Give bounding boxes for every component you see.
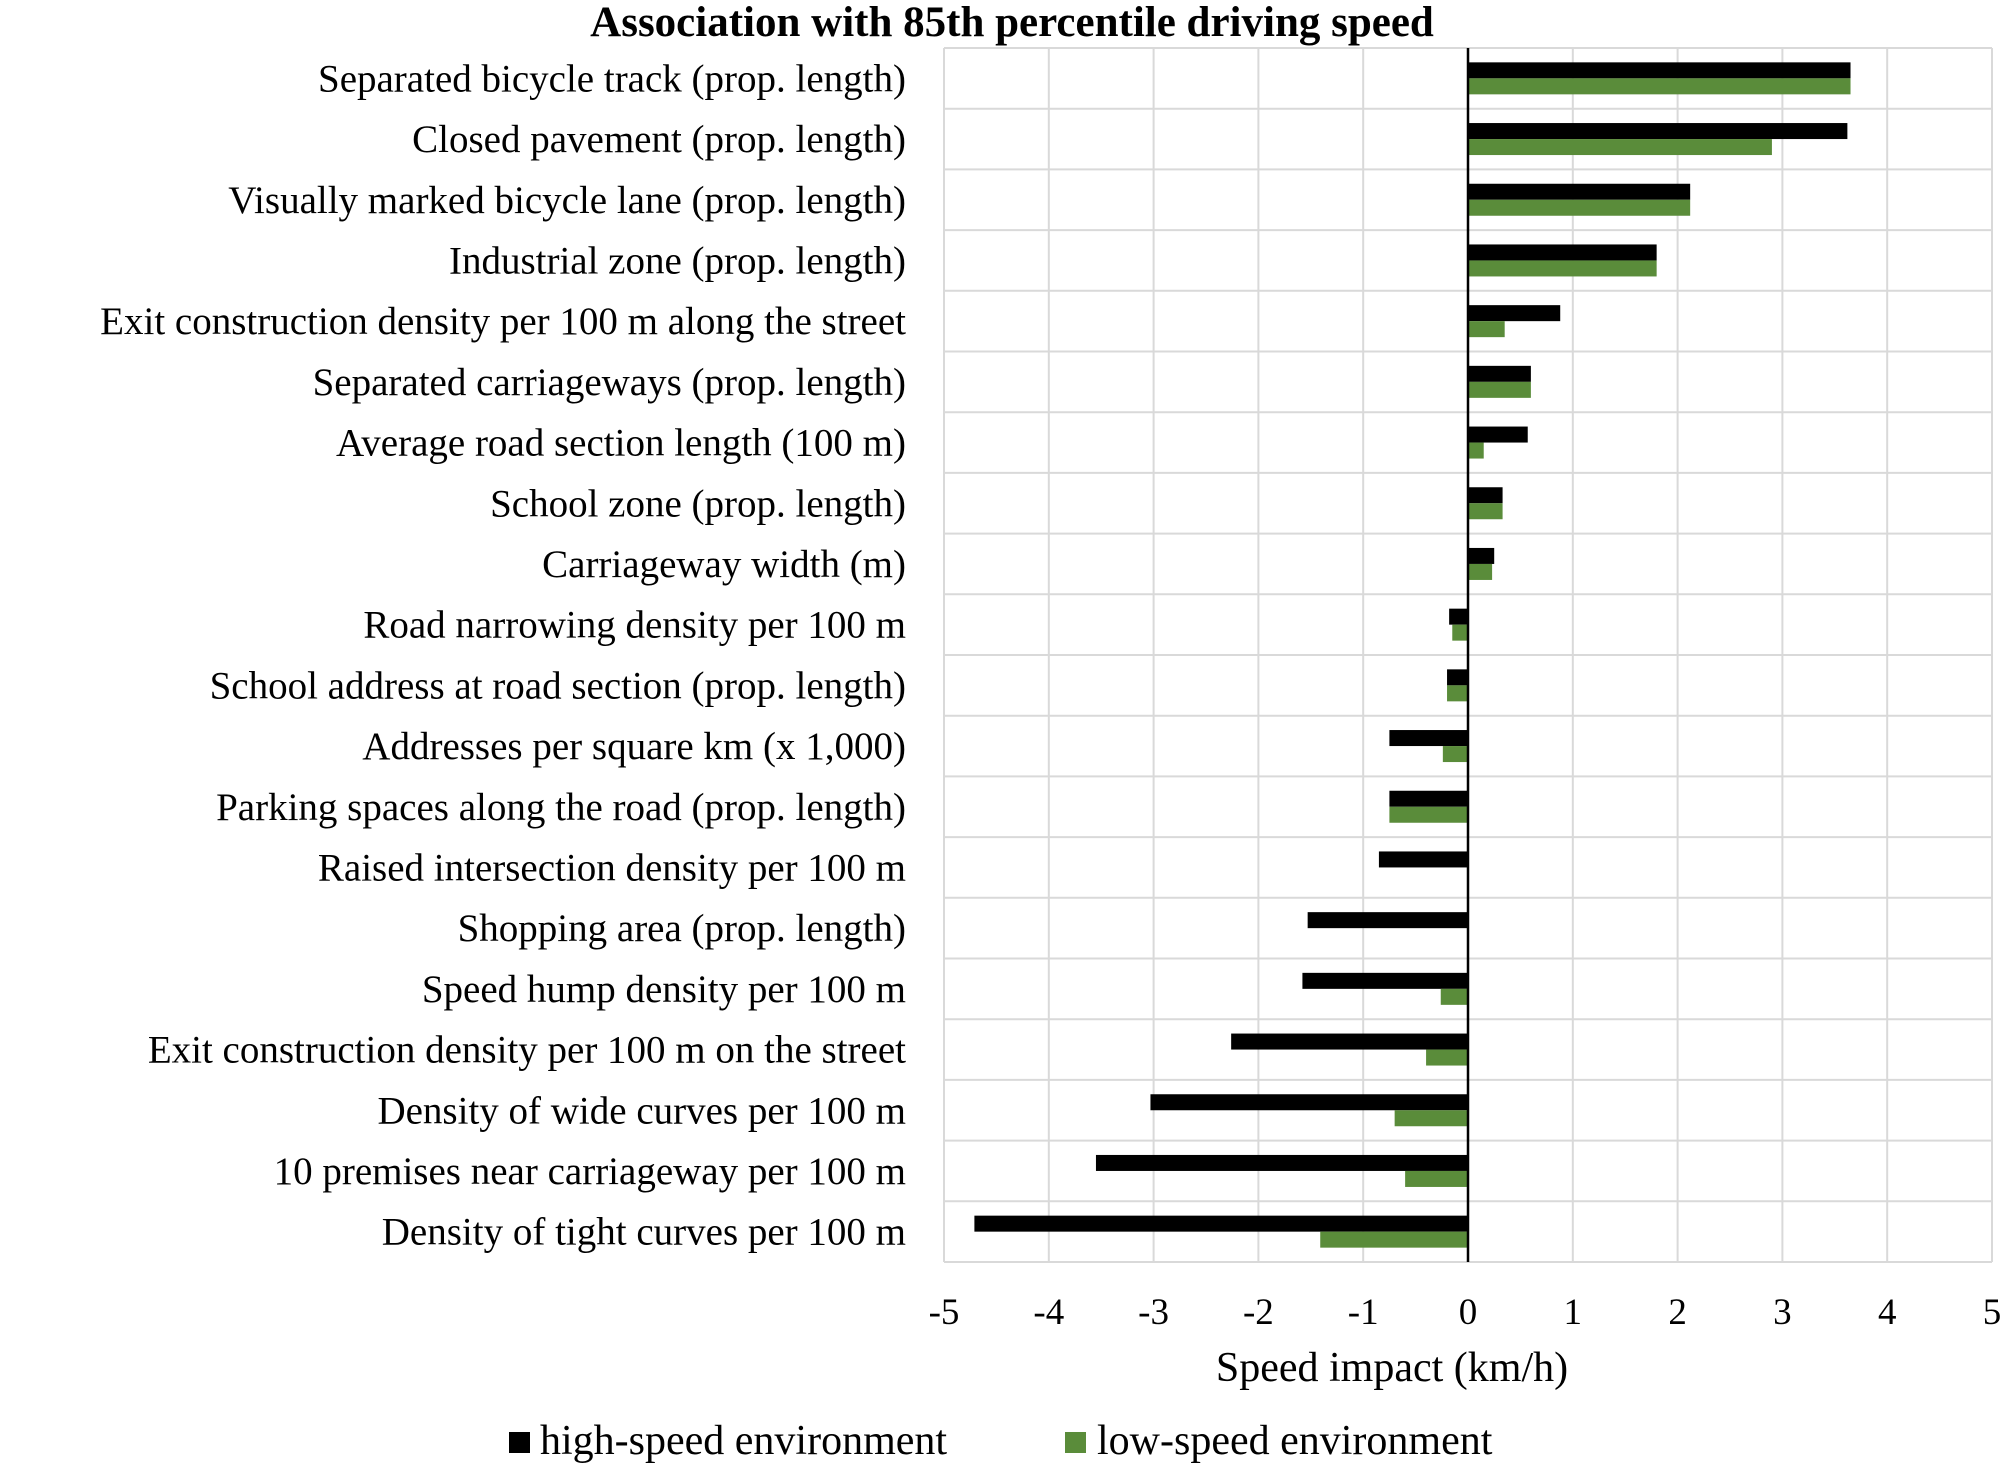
- category-label: Addresses per square km (x 1,000): [362, 725, 906, 768]
- category-label: 10 premises near carriageway per 100 m: [274, 1150, 906, 1193]
- category-label: Parking spaces along the road (prop. len…: [216, 786, 906, 829]
- bar-high-speed: [1468, 62, 1851, 79]
- bar-high-speed: [1378, 851, 1468, 868]
- category-label: Road narrowing density per 100 m: [363, 604, 906, 647]
- bar-low-speed: [1452, 624, 1468, 641]
- category-label: Closed pavement (prop. length): [412, 118, 906, 161]
- bar-high-speed: [1468, 426, 1528, 443]
- bar-high-speed: [974, 1215, 1468, 1232]
- bar-low-speed: [1468, 503, 1503, 520]
- x-tick-label: 3: [1773, 1292, 1792, 1333]
- bar-high-speed: [1231, 1033, 1468, 1050]
- bar-low-speed: [1468, 199, 1691, 216]
- bar-high-speed: [1389, 790, 1468, 807]
- x-tick-labels: -5 -4 -3 -2 -1 0 1 2 3 4 5: [929, 1292, 2001, 1333]
- category-label: Carriageway width (m): [542, 543, 906, 586]
- x-axis-title: Speed impact (km/h): [1216, 1345, 1568, 1391]
- bar-high-speed: [1468, 365, 1531, 382]
- x-tick-label: 0: [1459, 1292, 1478, 1333]
- category-label: Exit construction density per 100 m on t…: [148, 1029, 906, 1072]
- bar-high-speed: [1307, 912, 1468, 929]
- legend-swatch-low-speed: [1065, 1432, 1086, 1453]
- bar-high-speed: [1468, 487, 1503, 504]
- bar-high-speed: [1150, 1094, 1468, 1111]
- bar-low-speed: [1389, 806, 1468, 823]
- bar-low-speed: [1468, 78, 1851, 95]
- legend: high-speed environment low-speed environ…: [509, 1418, 1493, 1464]
- bar-low-speed: [1440, 988, 1468, 1005]
- bar-high-speed: [1302, 972, 1468, 989]
- x-tick-label: 4: [1878, 1292, 1897, 1333]
- bars: [974, 48, 1851, 1262]
- bar-low-speed: [1468, 139, 1772, 156]
- category-labels: Separated bicycle track (prop. length) Cl…: [100, 57, 906, 1253]
- bar-low-speed: [1468, 260, 1657, 277]
- chart-title: Association with 85th percentile driving…: [590, 0, 1434, 46]
- x-tick-label: -3: [1138, 1292, 1169, 1333]
- x-tick-label: 5: [1983, 1292, 2001, 1333]
- bar-low-speed: [1320, 1231, 1468, 1248]
- x-tick-label: -5: [929, 1292, 960, 1333]
- legend-label-high-speed: high-speed environment: [540, 1418, 947, 1464]
- category-label: Industrial zone (prop. length): [449, 239, 906, 282]
- bar-high-speed: [1468, 305, 1561, 322]
- x-tick-label: 2: [1668, 1292, 1687, 1333]
- bar-low-speed: [1468, 563, 1493, 580]
- category-label: Average road section length (100 m): [336, 422, 906, 465]
- bar-high-speed: [1468, 547, 1495, 564]
- bar-low-speed: [1426, 1049, 1468, 1066]
- bar-high-speed: [1468, 244, 1657, 261]
- category-label: Exit construction density per 100 m alon…: [100, 300, 906, 343]
- bar-high-speed: [1095, 1154, 1468, 1171]
- bar-low-speed: [1394, 1110, 1468, 1127]
- x-tick-label: -4: [1033, 1292, 1064, 1333]
- bar-high-speed: [1449, 608, 1468, 625]
- bar-high-speed: [1447, 669, 1468, 686]
- category-label: Visually marked bicycle lane (prop. leng…: [228, 179, 906, 222]
- category-label: Density of tight curves per 100 m: [382, 1211, 906, 1254]
- bar-low-speed: [1405, 1170, 1468, 1187]
- bar-low-speed: [1447, 685, 1468, 702]
- bar-high-speed: [1468, 123, 1848, 140]
- bar-low-speed: [1468, 321, 1505, 338]
- category-label: School zone (prop. length): [490, 482, 906, 525]
- bar-low-speed: [1442, 746, 1468, 763]
- legend-swatch-high-speed: [509, 1432, 530, 1453]
- category-label: Separated carriageways (prop. length): [313, 361, 906, 404]
- bar-high-speed: [1468, 183, 1691, 200]
- x-tick-label: -2: [1243, 1292, 1274, 1333]
- bar-low-speed: [1468, 442, 1484, 459]
- x-tick-label: -1: [1348, 1292, 1379, 1333]
- category-label: Separated bicycle track (prop. length): [318, 57, 906, 100]
- bar-high-speed: [1389, 730, 1468, 747]
- x-tick-label: 1: [1564, 1292, 1583, 1333]
- bar-low-speed: [1468, 381, 1531, 398]
- category-label: Shopping area (prop. length): [458, 907, 906, 950]
- category-label: Speed hump density per 100 m: [422, 968, 906, 1011]
- category-label: Raised intersection density per 100 m: [318, 846, 906, 889]
- category-label: Density of wide curves per 100 m: [377, 1089, 906, 1132]
- legend-label-low-speed: low-speed environment: [1097, 1418, 1493, 1464]
- category-label: School address at road section (prop. le…: [210, 664, 906, 707]
